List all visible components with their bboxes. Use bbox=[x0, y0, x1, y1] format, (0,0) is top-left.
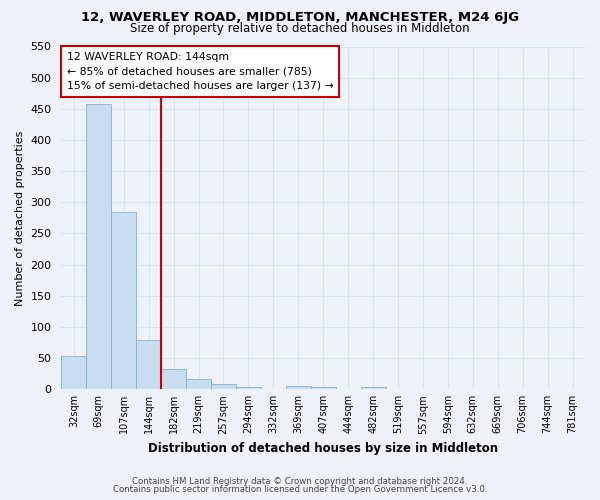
Bar bbox=[111, 212, 136, 390]
Bar bbox=[161, 370, 186, 390]
Text: Contains public sector information licensed under the Open Government Licence v3: Contains public sector information licen… bbox=[113, 484, 487, 494]
Bar bbox=[361, 387, 386, 390]
Bar bbox=[236, 388, 261, 390]
Y-axis label: Number of detached properties: Number of detached properties bbox=[15, 130, 25, 306]
Text: 12 WAVERLEY ROAD: 144sqm
← 85% of detached houses are smaller (785)
15% of semi-: 12 WAVERLEY ROAD: 144sqm ← 85% of detach… bbox=[67, 52, 334, 91]
Bar bbox=[311, 388, 335, 390]
Text: Size of property relative to detached houses in Middleton: Size of property relative to detached ho… bbox=[130, 22, 470, 35]
X-axis label: Distribution of detached houses by size in Middleton: Distribution of detached houses by size … bbox=[148, 442, 498, 455]
Bar bbox=[186, 378, 211, 390]
Bar bbox=[136, 340, 161, 390]
Bar bbox=[86, 104, 111, 390]
Text: 12, WAVERLEY ROAD, MIDDLETON, MANCHESTER, M24 6JG: 12, WAVERLEY ROAD, MIDDLETON, MANCHESTER… bbox=[81, 11, 519, 24]
Bar bbox=[211, 384, 236, 390]
Bar bbox=[61, 356, 86, 390]
Bar bbox=[286, 386, 311, 390]
Text: Contains HM Land Registry data © Crown copyright and database right 2024.: Contains HM Land Registry data © Crown c… bbox=[132, 477, 468, 486]
